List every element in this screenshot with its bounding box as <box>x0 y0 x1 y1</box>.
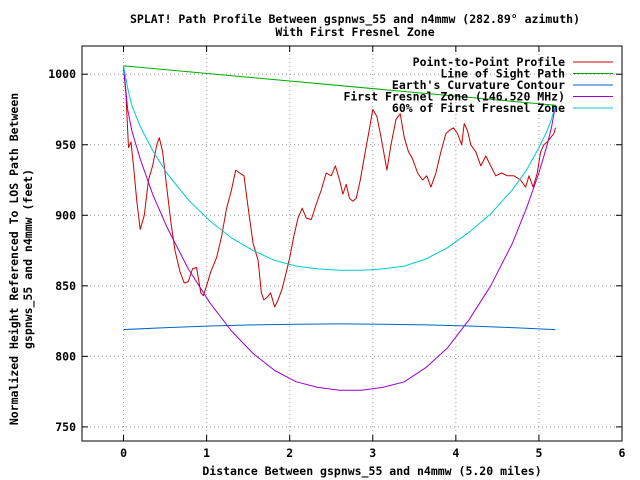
x-tick-label: 0 <box>120 446 127 460</box>
y-tick-label: 1000 <box>48 67 76 81</box>
y-tick-label: 850 <box>55 279 76 293</box>
legend-label: Point-to-Point Profile <box>413 55 565 69</box>
series-line-0 <box>123 67 556 308</box>
x-axis-label: Distance Between gspnws_55 and n4mmw (5.… <box>202 464 541 479</box>
legend-label: 60% of First Fresnel Zone <box>392 101 565 115</box>
legend-label: First Fresnel Zone (146.520 MHz) <box>343 90 565 104</box>
x-tick-label: 6 <box>619 446 626 460</box>
x-tick-label: 1 <box>203 446 210 460</box>
x-tick-label: 2 <box>286 446 293 460</box>
legend-label: Line of Sight Path <box>440 67 565 81</box>
x-tick-label: 5 <box>535 446 542 460</box>
series-line-2 <box>123 323 556 331</box>
series-line-4 <box>123 65 556 271</box>
series-lines <box>123 65 556 391</box>
y-tick-label: 950 <box>55 138 76 152</box>
y-axis-label-line1: Normalized Height Referenced To LOS Path… <box>7 93 21 425</box>
x-tick-label: 3 <box>369 446 376 460</box>
axis-ticks: 0 1 2 3 4 5 6 750 800 850 900 950 1000 <box>48 46 626 460</box>
series-line-3 <box>123 65 556 391</box>
y-axis-label-line2: gspnws_55 and n4mmw (feet) <box>21 169 36 349</box>
chart-title-line1: SPLAT! Path Profile Between gspnws_55 an… <box>130 12 580 27</box>
y-tick-label: 900 <box>55 208 76 222</box>
chart-title-line2: With First Fresnel Zone <box>275 25 434 39</box>
legend-label: Earth's Curvature Contour <box>392 78 565 92</box>
plot-frame <box>81 45 623 442</box>
y-tick-label: 750 <box>55 420 76 434</box>
y-tick-label: 800 <box>55 349 76 363</box>
x-tick-label: 4 <box>452 446 459 460</box>
series-line-1 <box>123 65 556 106</box>
